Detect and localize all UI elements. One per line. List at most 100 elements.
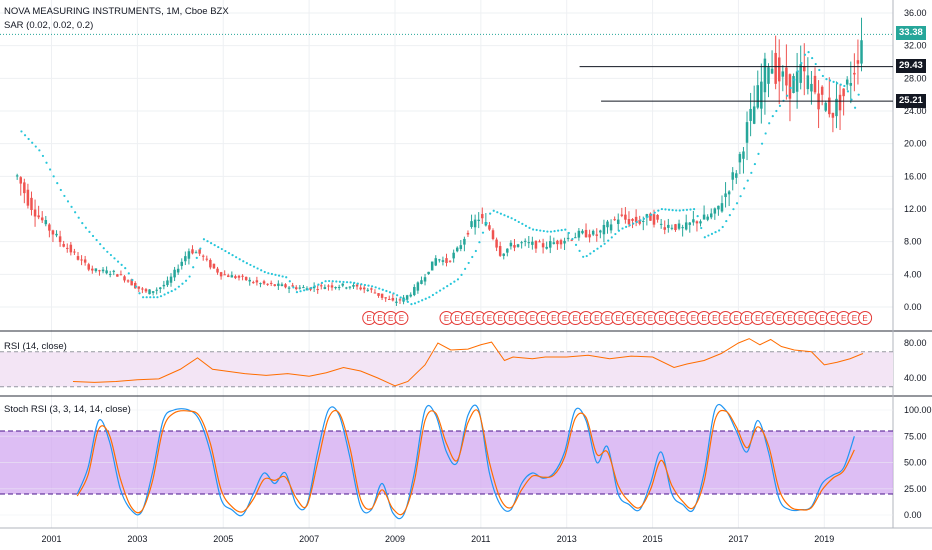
candle-body [634,216,638,223]
candle-body [856,60,860,64]
sar-dot [753,162,756,166]
sar-dot [446,285,449,288]
sar-dot [485,222,488,225]
sar-dot [836,82,839,85]
sar-dot [38,149,41,152]
sar-dot [535,228,538,232]
sar-dot [213,244,216,247]
candle-body [123,276,126,281]
candle-body [455,247,459,252]
candle-body [187,251,191,259]
candle-body [588,234,591,238]
sar-dot [539,229,542,232]
earnings-marker-label: E [508,314,513,323]
candle-body [727,191,731,195]
candle-body [463,238,466,245]
candle-body [55,233,58,236]
candle-body [366,289,370,291]
candle-body [756,85,760,108]
sar-dot [617,229,621,232]
candle-body [362,287,366,290]
candle-body [284,284,287,288]
sar-dot [771,115,774,118]
sar-dot [453,280,456,283]
candle-body [724,193,727,198]
sar-dot [288,280,291,283]
sar-dot [170,289,173,293]
candle-body [323,287,327,289]
sar-dot [721,225,724,229]
candle-body [645,214,649,218]
sar-dot [689,208,692,211]
candle-body [659,223,663,225]
sar-dot [664,208,667,211]
candle-body [695,221,699,224]
candle-body [616,219,620,224]
candle-body [692,219,695,223]
sar-dot [682,209,685,212]
candle-body [427,271,430,275]
sar-dot [760,142,764,145]
candle-body [180,261,184,266]
sar-dot [281,275,284,278]
candle-body [391,298,395,301]
candle-body [495,239,498,248]
candle-body [638,219,641,224]
candle-body [556,240,559,245]
candle-body [627,219,631,225]
time-axis-tick: 2009 [385,534,405,544]
earnings-marker-label: E [594,314,599,323]
sar-dot [471,255,474,259]
candle-body [770,68,774,74]
candle-body [166,280,169,286]
candle-body [69,244,73,253]
sar-dot [224,249,227,253]
earnings-marker-label: E [669,314,674,323]
candle-body [409,294,412,297]
candle-body [481,214,484,219]
time-axis-tick: 2017 [728,534,748,544]
candle-body [584,229,588,238]
earnings-marker-label: E [755,314,760,323]
price-axis-tick: 8.00 [904,237,922,247]
sar-dot [564,228,567,231]
candle-body [702,214,706,220]
candle-body [105,270,108,274]
candle-body [416,282,420,291]
sar-dot [403,298,406,301]
candle-body [26,189,30,206]
candle-body [570,239,573,241]
sar-dot [181,282,184,285]
sar-dot [592,250,596,253]
sar-dot [99,243,102,246]
earnings-marker-label: E [691,314,696,323]
time-axis-tick: 2013 [557,534,577,544]
candle-body [445,258,448,264]
earnings-marker [858,311,873,325]
sar-dot [20,130,23,133]
candle-body [810,83,813,92]
sar-dot [127,272,130,275]
sar-dot [424,297,427,300]
sar-dot [517,220,520,224]
candle-body [359,287,362,290]
sar-dot [828,79,832,82]
sar-dot [27,137,30,141]
rsi-legend: RSI (14, close) [4,341,67,352]
sar-dot [735,202,739,205]
candle-body [792,76,795,93]
sar-dot [785,94,789,97]
candle-body [649,213,652,221]
candle-body [663,227,666,230]
candle-body [380,293,384,298]
sar-dot [131,278,134,282]
sar-dot [231,254,234,257]
candle-body [513,245,516,248]
sar-dot [217,245,220,249]
earnings-marker-label: E [583,314,588,323]
candle-body [652,214,656,225]
sar-dot [750,171,753,174]
sar-dot [700,226,703,230]
sar-dot [599,245,603,248]
